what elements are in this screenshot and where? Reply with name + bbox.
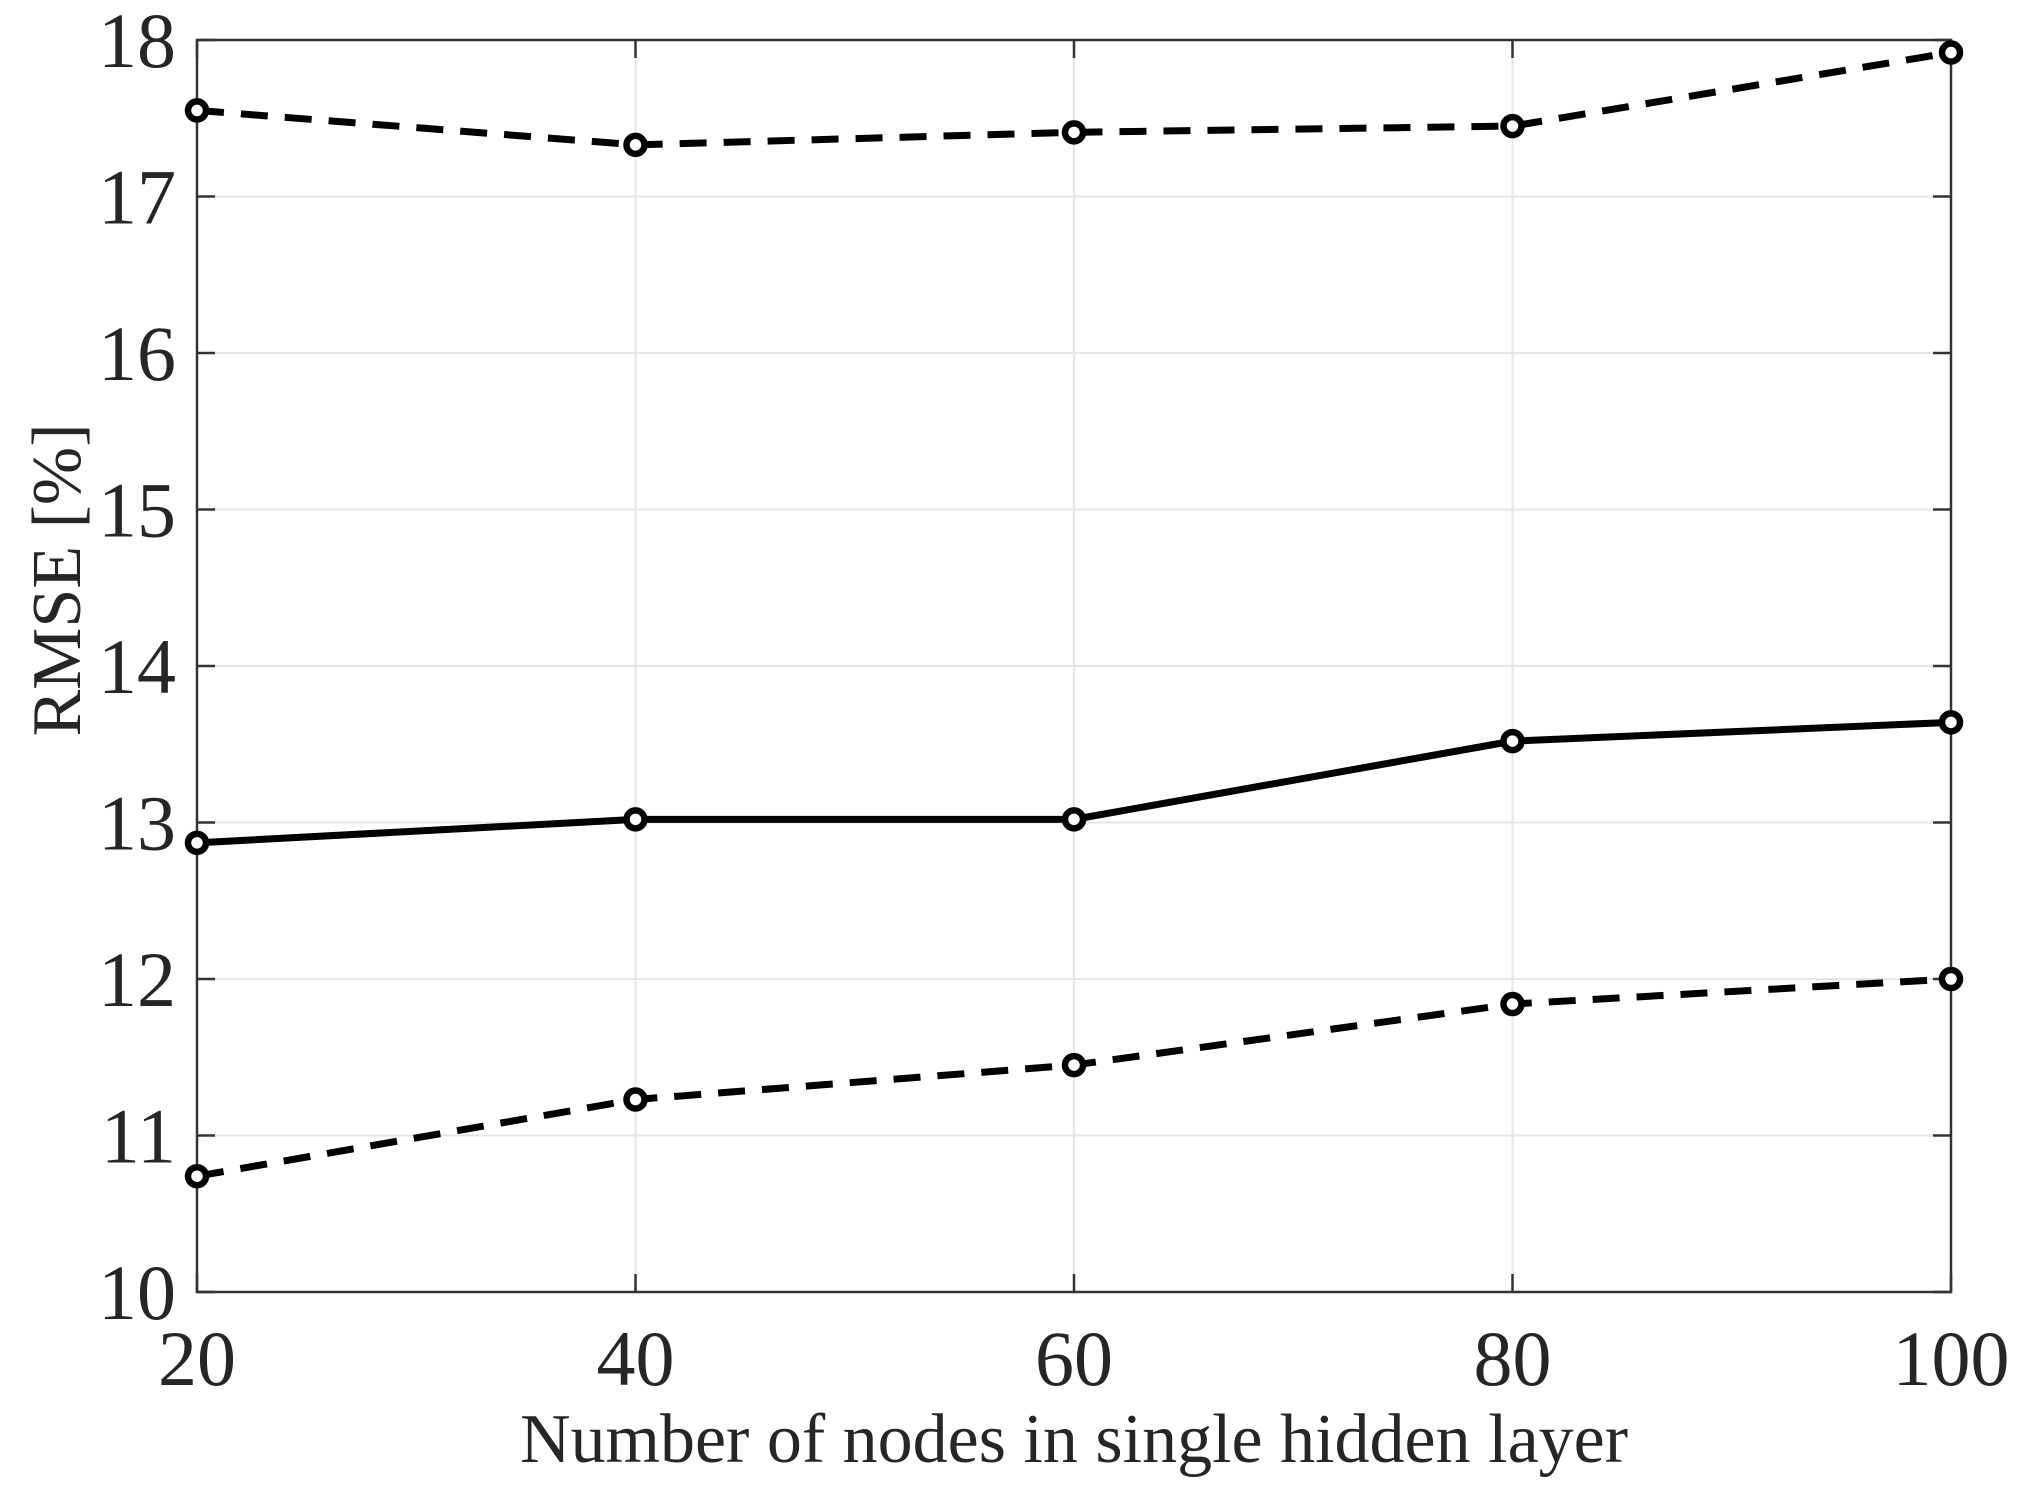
series-lower-dashed-marker <box>184 1163 210 1189</box>
y-tick-label: 18 <box>98 0 176 84</box>
series-lower-dashed-marker <box>1500 991 1525 1017</box>
series-upper-dashed-marker <box>1061 120 1087 145</box>
series-middle-solid-marker <box>184 830 210 856</box>
y-tick-label: 17 <box>98 154 176 241</box>
series-middle-solid-marker <box>1938 710 1964 735</box>
series-middle-solid-marker <box>1061 807 1087 832</box>
x-tick-label: 40 <box>597 1315 675 1402</box>
y-tick-label: 14 <box>98 623 176 710</box>
y-tick-label: 11 <box>101 1093 176 1180</box>
series-upper-dashed-marker <box>623 132 648 158</box>
series-upper-dashed-line <box>196 49 1952 149</box>
series-middle-solid-marker <box>1500 728 1525 754</box>
x-tick-label: 100 <box>1893 1315 2010 1402</box>
x-tick-label: 60 <box>1035 1315 1113 1402</box>
y-tick-label: 10 <box>98 1249 176 1336</box>
x-tick-label: 20 <box>158 1315 236 1402</box>
series-lower-dashed-marker <box>1938 966 1964 992</box>
y-tick-label: 15 <box>98 467 176 554</box>
y-tick-label: 13 <box>98 780 176 867</box>
data-series <box>184 40 1964 1189</box>
series-upper-dashed-marker <box>184 98 210 123</box>
x-tick-label: 80 <box>1474 1315 1552 1402</box>
series-lower-dashed-marker <box>1061 1052 1087 1078</box>
y-axis-label: RMSE [%] <box>19 423 96 736</box>
x-axis-label: Number of nodes in single hidden layer <box>520 1401 1628 1478</box>
series-upper-dashed-marker <box>1938 40 1964 65</box>
y-tick-label: 12 <box>98 936 176 1023</box>
series-upper-dashed-marker <box>1500 113 1525 139</box>
tick-labels: 20 40 60 80 100 10 11 12 13 14 15 16 17 18 <box>98 0 2010 1402</box>
series-lower-dashed-marker <box>623 1087 648 1112</box>
gridlines <box>196 39 1952 1293</box>
y-tick-label: 16 <box>98 310 176 397</box>
series-middle-solid-marker <box>623 807 648 832</box>
